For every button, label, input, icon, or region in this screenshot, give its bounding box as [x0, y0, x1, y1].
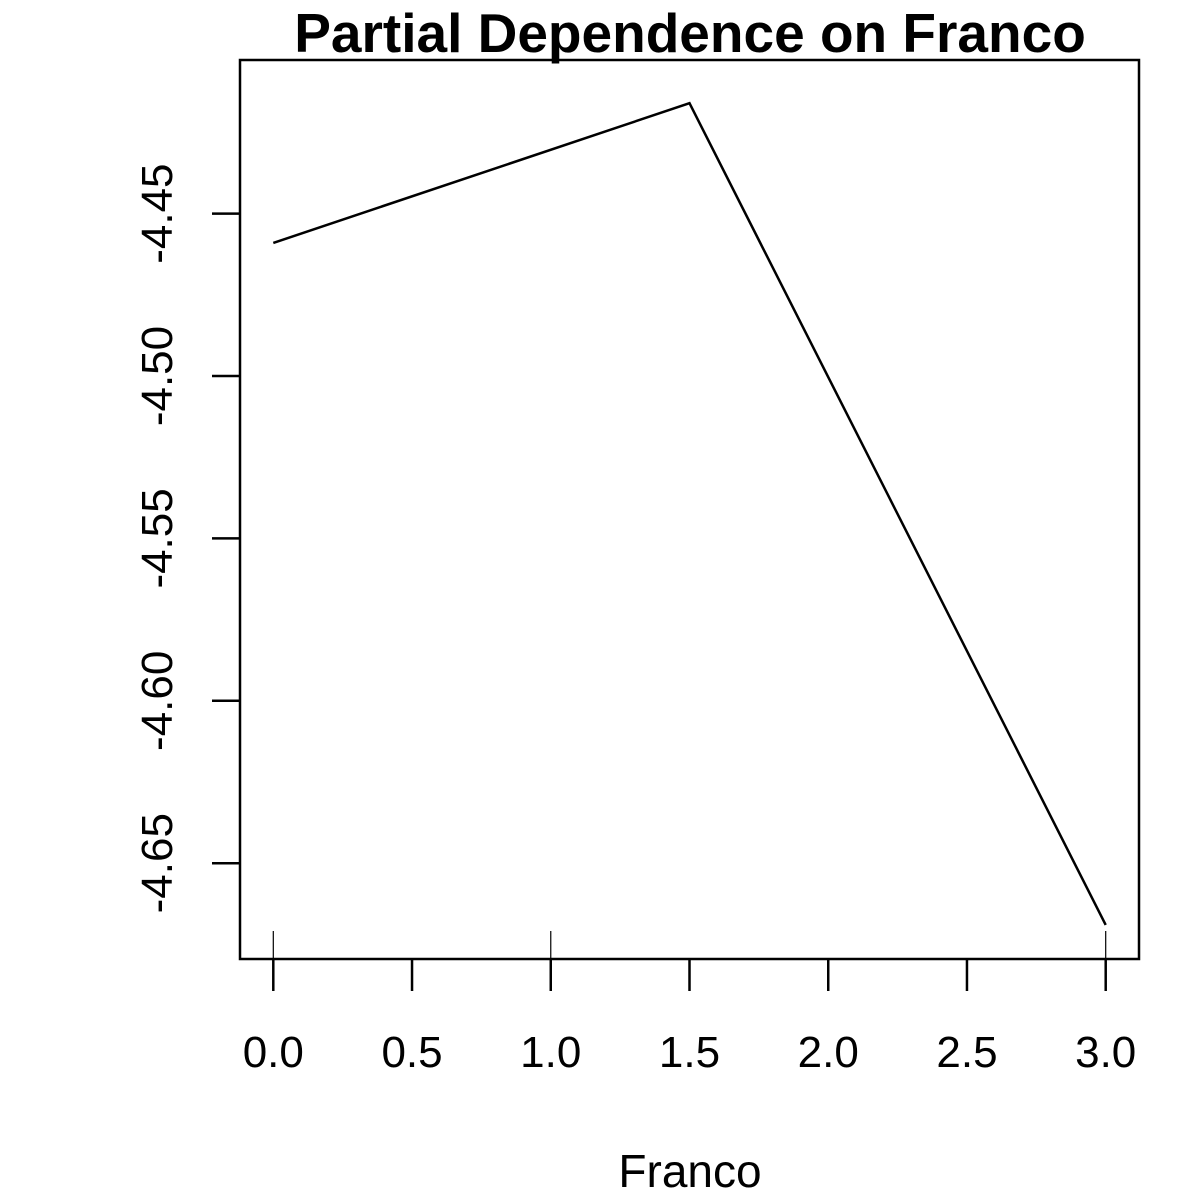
y-tick-label: -4.60 — [133, 651, 182, 751]
series-line — [272, 101, 1107, 926]
x-tick-label: 0.0 — [243, 1028, 304, 1077]
x-tick-label: 1.5 — [659, 1028, 720, 1077]
y-tick-label: -4.55 — [133, 488, 182, 588]
y-axis: -4.45 -4.50 -4.55 -4.60 -4.65 — [133, 163, 240, 913]
x-axis-label: Franco — [618, 1145, 761, 1197]
series-group — [272, 101, 1107, 926]
y-tick-label: -4.65 — [133, 813, 182, 913]
y-tick-label: -4.50 — [133, 326, 182, 426]
y-tick-label: -4.45 — [133, 163, 182, 263]
x-axis: 0.0 0.5 1.0 1.5 2.0 2.5 3.0 — [243, 959, 1136, 1077]
x-tick-label: 1.0 — [520, 1028, 581, 1077]
x-tick-label: 2.0 — [798, 1028, 859, 1077]
x-tick-label: 0.5 — [381, 1028, 442, 1077]
plot-frame — [238, 58, 1141, 961]
x-tick-label: 3.0 — [1075, 1028, 1136, 1077]
rug — [272, 931, 1107, 959]
chart-title: Partial Dependence on Franco — [294, 2, 1086, 64]
x-tick-label: 2.5 — [936, 1028, 997, 1077]
